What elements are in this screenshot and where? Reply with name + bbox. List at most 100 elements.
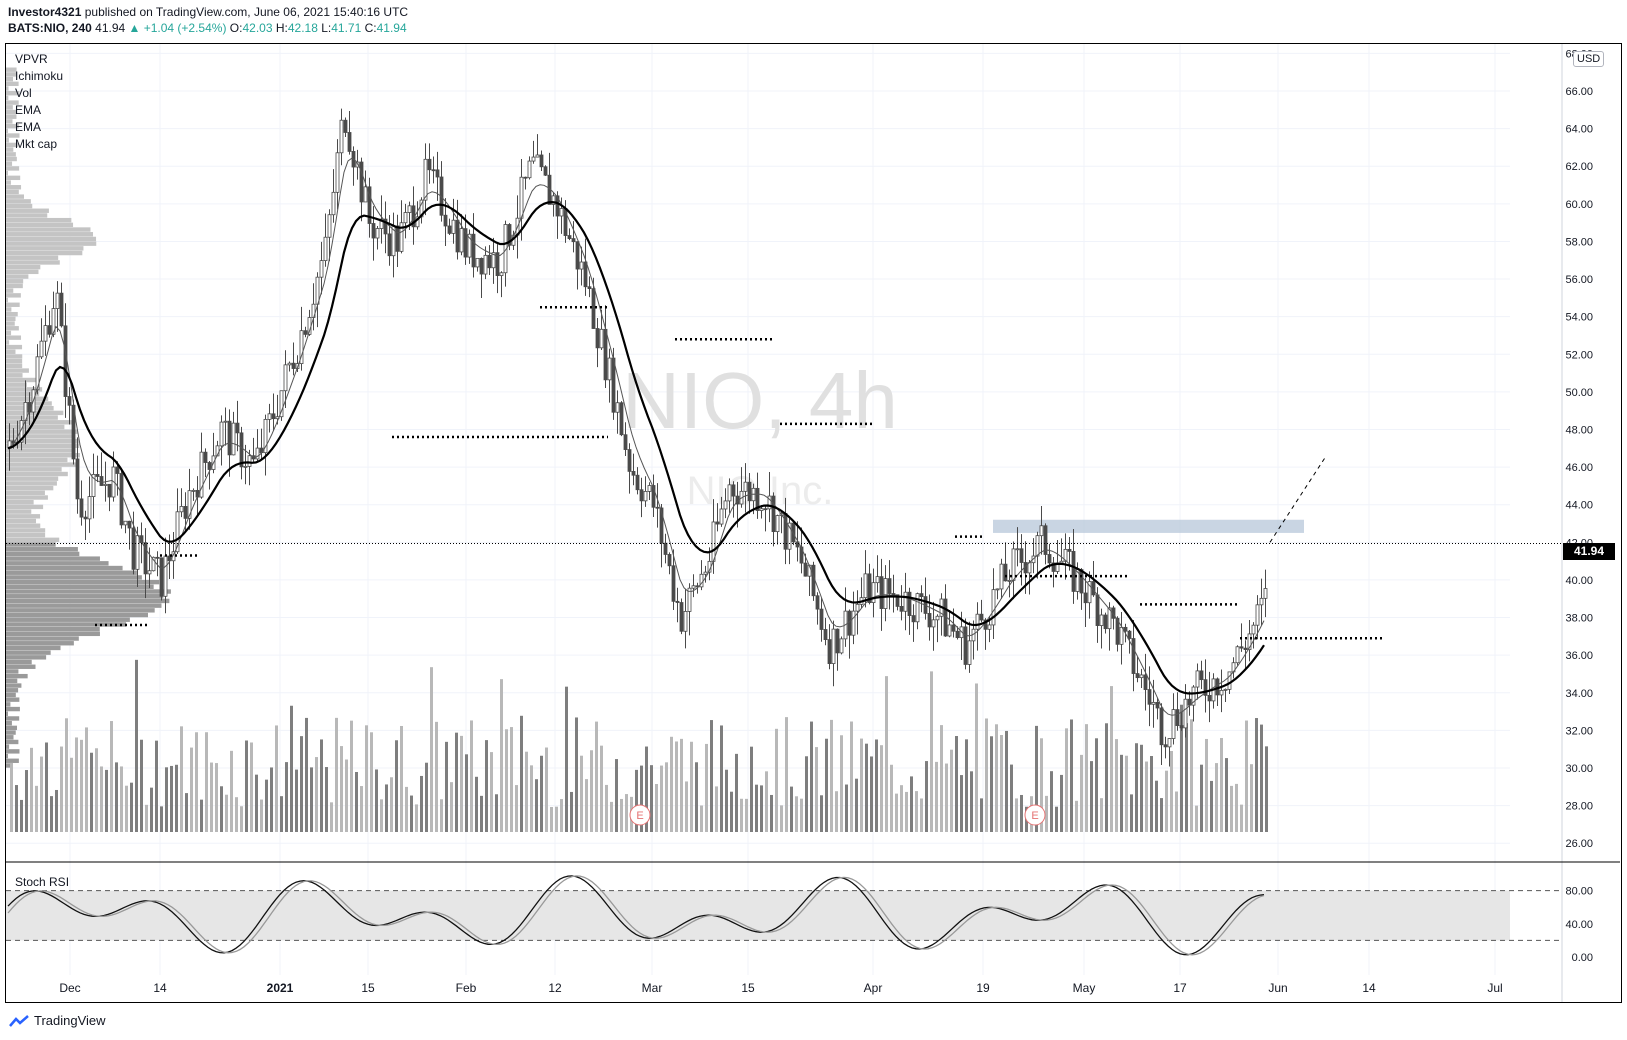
tradingview-logo[interactable]: TradingView — [8, 1013, 106, 1028]
vpvr-bar — [6, 565, 123, 571]
candle-body — [199, 451, 204, 498]
vpvr-bar — [6, 391, 40, 397]
indicator-ema-2[interactable]: EMA — [15, 120, 42, 134]
candle-body — [387, 233, 392, 257]
candle-body — [363, 186, 368, 203]
vpvr-bar — [6, 415, 58, 420]
vpvr-bar — [6, 105, 13, 110]
earnings-marker-label: E — [636, 810, 643, 822]
indicator-vpvr[interactable]: VPVR — [15, 52, 48, 66]
volume-bar — [415, 804, 418, 832]
vpvr-bar — [6, 716, 20, 721]
candle-body — [39, 340, 44, 358]
vpvr-bar — [6, 279, 24, 284]
vpvr-bar — [6, 655, 47, 660]
volume-bar — [460, 735, 463, 832]
volume-bar — [930, 671, 933, 832]
volume-bar — [1195, 805, 1198, 832]
volume-bar — [730, 791, 733, 832]
earnings-marker — [629, 804, 651, 826]
candle-body — [331, 191, 336, 216]
candle-body — [575, 241, 580, 270]
open-label: O: — [229, 21, 243, 35]
candle-body — [131, 527, 136, 570]
volume-bar — [60, 746, 63, 832]
vpvr-bar — [6, 500, 34, 505]
vpvr-bar — [6, 537, 60, 543]
volume-bar — [1110, 686, 1113, 832]
candle-body — [919, 593, 924, 597]
volume-bar — [825, 738, 828, 832]
candle-body — [79, 498, 84, 518]
candle-body — [975, 613, 980, 630]
vpvr-bar — [6, 368, 29, 373]
candle-body — [1063, 548, 1068, 562]
candle-body — [667, 554, 672, 567]
candle-body — [431, 169, 436, 172]
candle-body — [151, 556, 156, 572]
volume-bar — [1190, 719, 1193, 832]
volume-bar — [1100, 798, 1103, 832]
candle-body — [1199, 670, 1204, 681]
volume-bar — [960, 775, 963, 832]
candle-body — [915, 593, 920, 623]
candle-body — [791, 522, 796, 543]
x-tick-label: 2021 — [267, 981, 294, 995]
vpvr-bar — [6, 659, 32, 665]
publish-info: Investor4321 published on TradingView.co… — [8, 5, 408, 19]
indicator-vol[interactable]: Vol — [15, 86, 32, 100]
indicator-ichimoku[interactable]: Ichimoku — [15, 69, 64, 83]
vpvr-bar — [6, 495, 48, 500]
volume-bar — [920, 798, 923, 832]
candle-body — [35, 356, 40, 391]
volume-bar — [915, 791, 918, 832]
author-name: Investor4321 — [8, 5, 82, 19]
volume-bar — [1165, 770, 1168, 832]
indicator-mkt-cap[interactable]: Mkt cap — [15, 137, 58, 151]
stoch-k-line — [7, 875, 1265, 956]
candle-body — [219, 421, 224, 447]
vpvr-bar — [6, 443, 80, 448]
candle-body — [719, 508, 724, 525]
vpvr-bar — [6, 683, 22, 688]
candle-body — [1159, 707, 1164, 746]
volume-bar — [710, 720, 713, 832]
candle-body — [979, 613, 984, 621]
x-tick-label: 14 — [1362, 981, 1376, 995]
volume-bar — [985, 718, 988, 832]
volume-bar — [550, 806, 553, 832]
volume-bar — [195, 732, 198, 832]
candle-body — [727, 484, 732, 502]
candle-body — [99, 476, 104, 486]
candle-body — [271, 413, 276, 420]
volume-bar — [110, 721, 113, 832]
vpvr-bar — [6, 326, 19, 331]
indicator-ema-1[interactable]: EMA — [15, 103, 42, 117]
candle-body — [955, 630, 960, 639]
volume-bar — [980, 798, 983, 832]
vpvr-bar — [6, 302, 20, 307]
volume-bar — [1005, 730, 1008, 832]
vpvr-bar — [6, 363, 23, 369]
x-tick-label: 19 — [976, 981, 990, 995]
volume-bar — [1060, 774, 1063, 832]
candle-body — [379, 218, 384, 229]
candle-body — [323, 236, 328, 262]
volume-bar — [510, 727, 513, 832]
volume-bar — [1035, 725, 1038, 832]
vpvr-bar — [6, 711, 8, 716]
stoch-rsi-label[interactable]: Stoch RSI — [15, 875, 70, 889]
volume-bar — [975, 683, 978, 832]
currency-badge[interactable]: USD — [1573, 51, 1605, 67]
candle-body — [471, 233, 476, 268]
vpvr-bar — [6, 462, 76, 467]
candle-body — [1067, 548, 1072, 552]
candle-body — [1019, 548, 1024, 563]
volume-bar — [1130, 794, 1133, 832]
volume-bar — [1040, 738, 1043, 832]
candle-body — [63, 325, 68, 397]
candle-body — [587, 286, 592, 290]
candle-body — [775, 515, 780, 533]
volume-bar — [315, 757, 318, 832]
